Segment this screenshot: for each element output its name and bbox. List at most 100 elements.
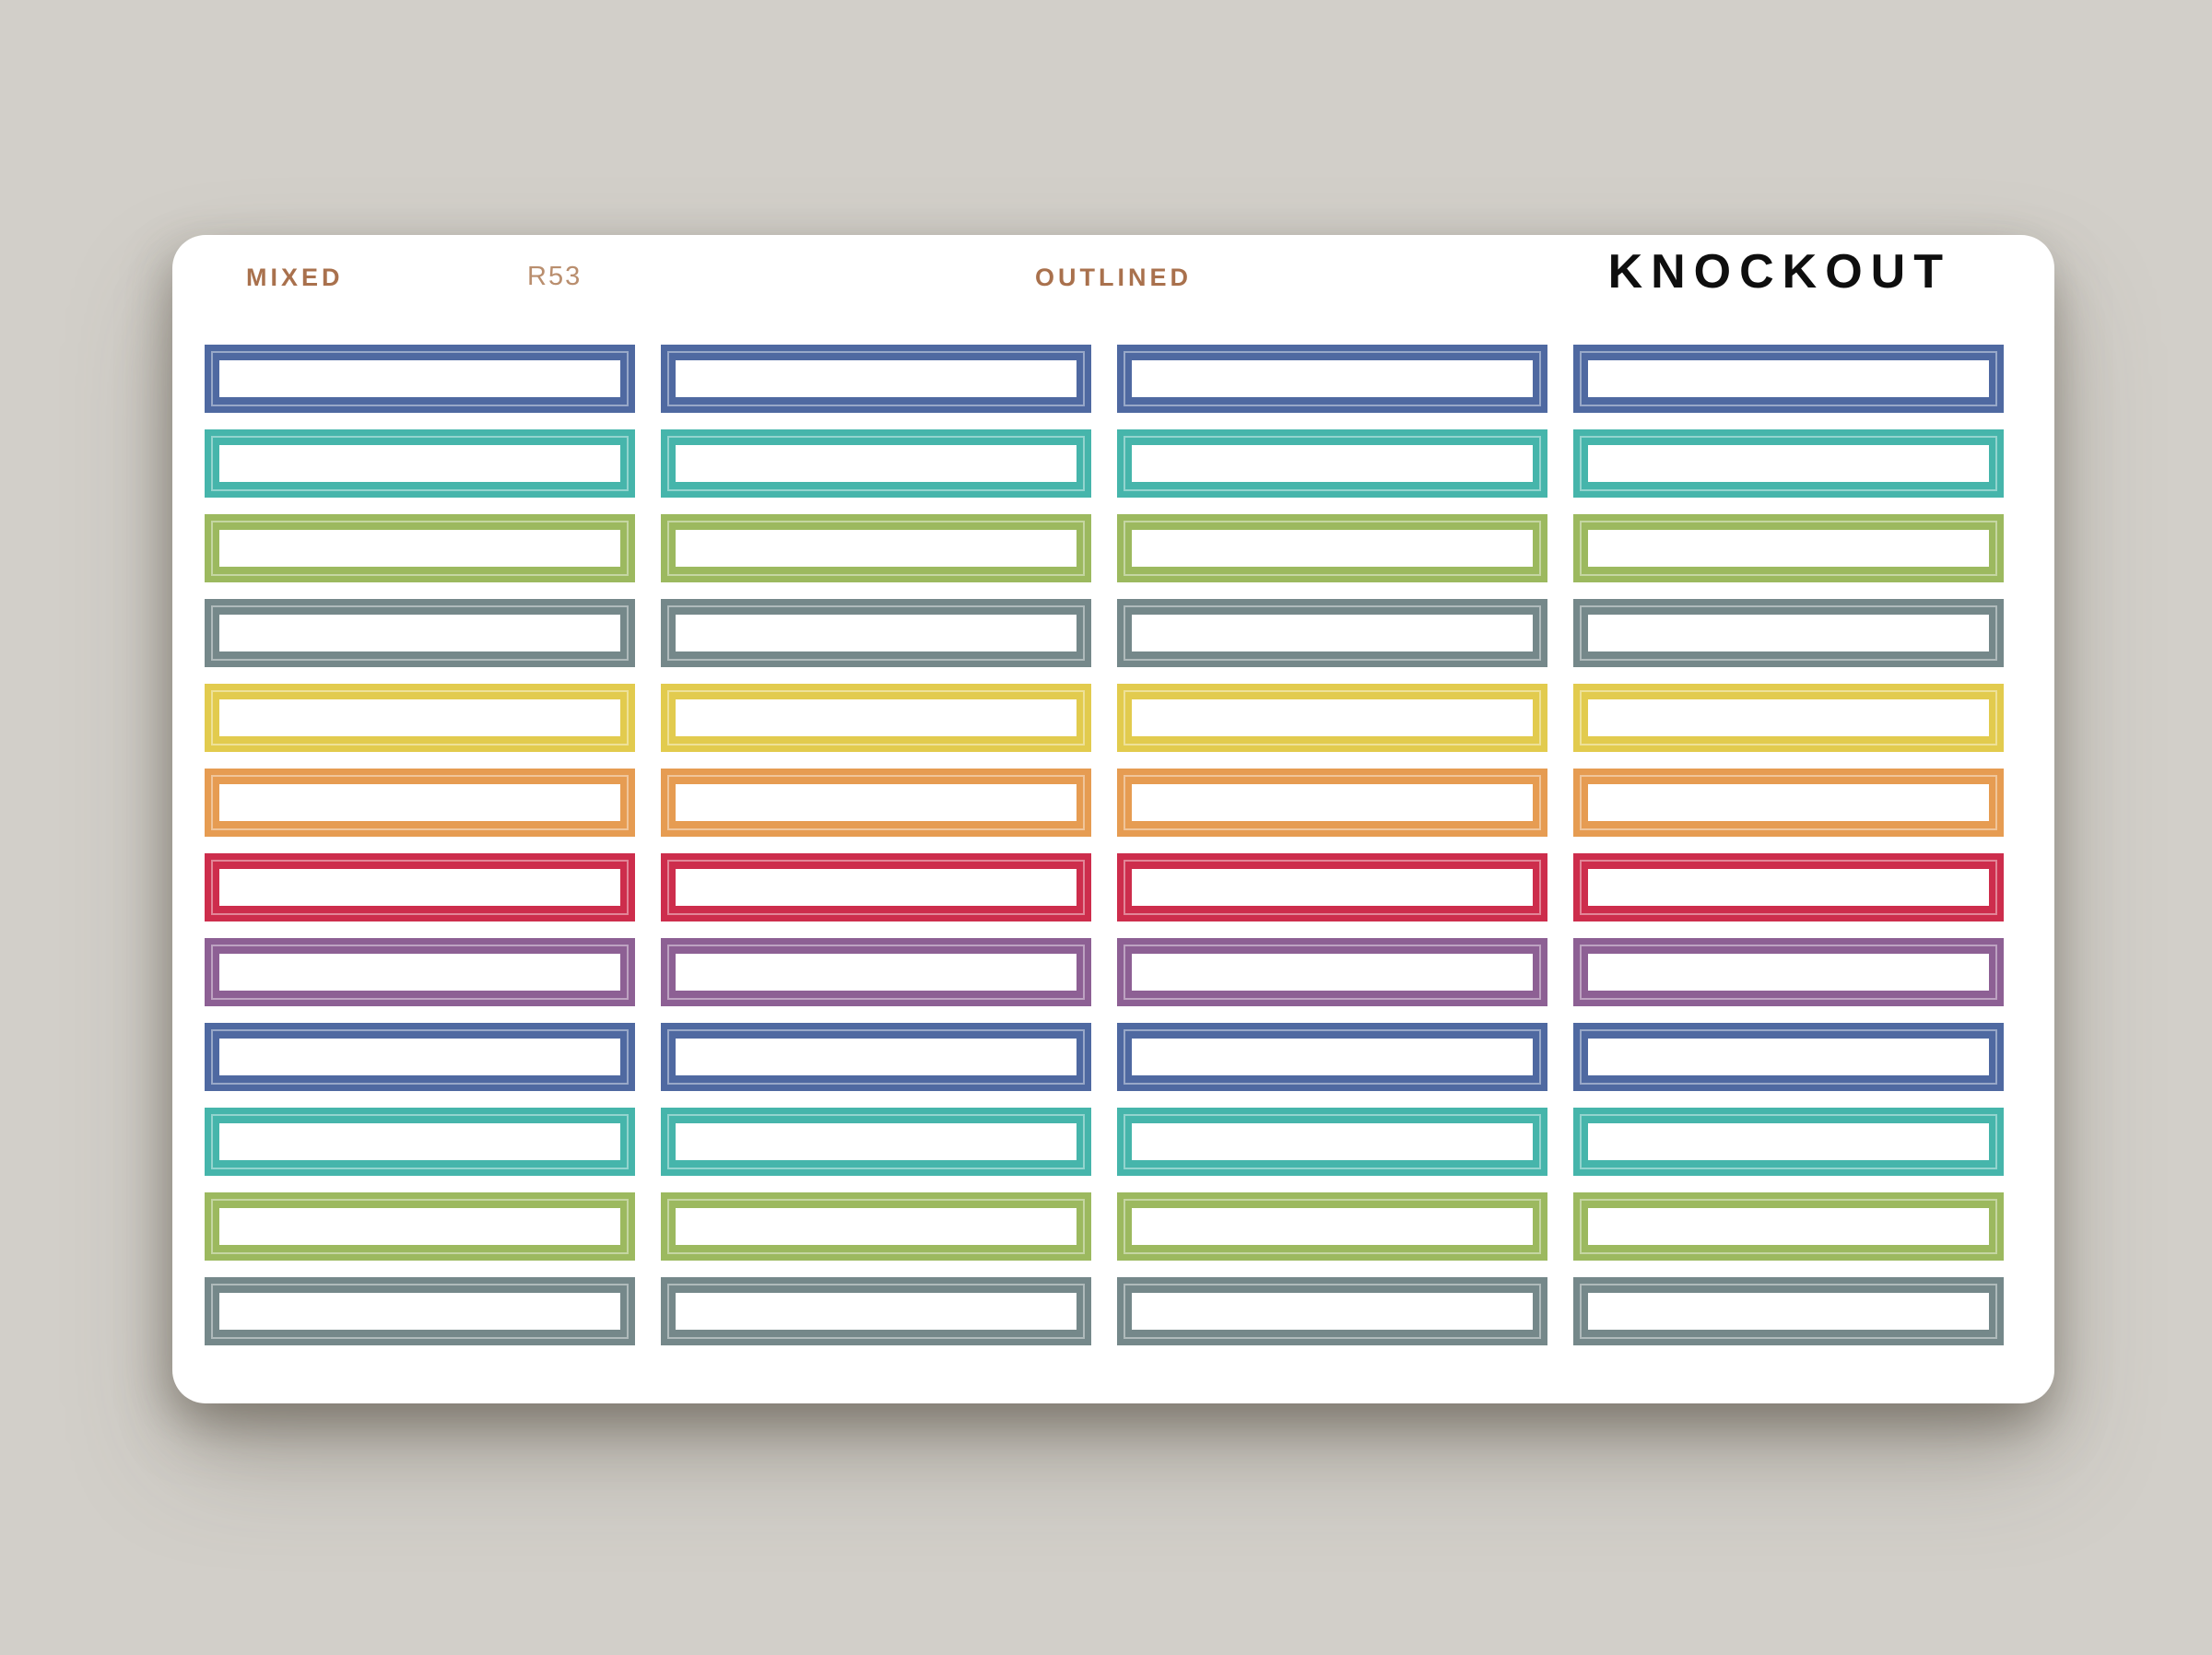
sticker-writing-area <box>1588 445 1989 482</box>
sticker-writing-area <box>1132 445 1533 482</box>
sticker-slate-r4-c2 <box>661 599 1091 667</box>
sticker-grid <box>205 345 2004 1345</box>
sku-label: R53 <box>527 262 582 291</box>
sticker-writing-area <box>1132 699 1533 736</box>
sticker-purple-r8-c3 <box>1117 938 1547 1006</box>
sticker-red-r7-c3 <box>1117 853 1547 921</box>
sticker-purple-r8-c2 <box>661 938 1091 1006</box>
sticker-writing-area <box>219 1039 620 1075</box>
sticker-writing-area <box>1132 530 1533 567</box>
sticker-green-r11-c1 <box>205 1192 635 1261</box>
sticker-teal-r2-c1 <box>205 429 635 498</box>
sticker-writing-area <box>676 360 1077 397</box>
sticker-slate-r12-c2 <box>661 1277 1091 1345</box>
sticker-green-r11-c4 <box>1573 1192 2004 1261</box>
sticker-writing-area <box>1588 1123 1989 1160</box>
sticker-writing-area <box>676 1123 1077 1160</box>
sticker-orange-r6-c3 <box>1117 769 1547 837</box>
sticker-orange-r6-c1 <box>205 769 635 837</box>
sticker-teal-r10-c4 <box>1573 1108 2004 1176</box>
sticker-writing-area <box>1588 869 1989 906</box>
sticker-blue-r1-c4 <box>1573 345 2004 413</box>
sticker-slate-r12-c4 <box>1573 1277 2004 1345</box>
sticker-writing-area <box>219 784 620 821</box>
sticker-writing-area <box>1132 784 1533 821</box>
sticker-writing-area <box>1132 615 1533 651</box>
sticker-writing-area <box>219 530 620 567</box>
sticker-writing-area <box>676 615 1077 651</box>
sticker-writing-area <box>676 954 1077 991</box>
sticker-purple-r8-c1 <box>205 938 635 1006</box>
sticker-teal-r2-c3 <box>1117 429 1547 498</box>
sticker-writing-area <box>676 784 1077 821</box>
sticker-writing-area <box>219 954 620 991</box>
sticker-writing-area <box>219 1123 620 1160</box>
sticker-writing-area <box>676 869 1077 906</box>
sticker-blue-r9-c2 <box>661 1023 1091 1091</box>
sticker-writing-area <box>219 1208 620 1245</box>
sticker-slate-r4-c4 <box>1573 599 2004 667</box>
sticker-writing-area <box>1588 360 1989 397</box>
sticker-writing-area <box>1132 1039 1533 1075</box>
sticker-writing-area <box>1132 360 1533 397</box>
sticker-blue-r1-c1 <box>205 345 635 413</box>
sticker-teal-r10-c2 <box>661 1108 1091 1176</box>
sticker-writing-area <box>1588 784 1989 821</box>
brand-logo: KNOCKOUT <box>1607 245 1951 299</box>
sticker-yellow-r5-c1 <box>205 684 635 752</box>
style-label: OUTLINED <box>1035 264 1192 291</box>
sticker-writing-area <box>676 530 1077 567</box>
sticker-blue-r9-c1 <box>205 1023 635 1091</box>
sticker-writing-area <box>1132 1208 1533 1245</box>
sticker-writing-area <box>219 869 620 906</box>
sticker-writing-area <box>676 1039 1077 1075</box>
sticker-orange-r6-c2 <box>661 769 1091 837</box>
sticker-slate-r4-c3 <box>1117 599 1547 667</box>
sticker-green-r11-c3 <box>1117 1192 1547 1261</box>
sticker-writing-area <box>1588 1293 1989 1330</box>
sticker-writing-area <box>1588 1039 1989 1075</box>
sticker-writing-area <box>1588 699 1989 736</box>
sticker-slate-r4-c1 <box>205 599 635 667</box>
sticker-blue-r9-c3 <box>1117 1023 1547 1091</box>
sticker-red-r7-c1 <box>205 853 635 921</box>
sticker-writing-area <box>219 360 620 397</box>
sheet-header: MIXED R53 OUTLINED KNOCKOUT <box>172 235 2054 345</box>
sticker-writing-area <box>1132 954 1533 991</box>
sticker-writing-area <box>1588 1208 1989 1245</box>
sticker-writing-area <box>676 699 1077 736</box>
sticker-sheet: MIXED R53 OUTLINED KNOCKOUT <box>172 235 2054 1403</box>
sticker-writing-area <box>1132 1123 1533 1160</box>
sticker-writing-area <box>1588 530 1989 567</box>
sticker-writing-area <box>676 1293 1077 1330</box>
sticker-red-r7-c4 <box>1573 853 2004 921</box>
sticker-green-r11-c2 <box>661 1192 1091 1261</box>
sticker-blue-r1-c3 <box>1117 345 1547 413</box>
sticker-teal-r10-c1 <box>205 1108 635 1176</box>
sticker-yellow-r5-c4 <box>1573 684 2004 752</box>
sticker-green-r3-c1 <box>205 514 635 582</box>
sticker-writing-area <box>1588 615 1989 651</box>
sticker-writing-area <box>1588 954 1989 991</box>
sticker-blue-r1-c2 <box>661 345 1091 413</box>
collection-label: MIXED <box>246 264 344 291</box>
sticker-writing-area <box>219 699 620 736</box>
sticker-green-r3-c4 <box>1573 514 2004 582</box>
sticker-red-r7-c2 <box>661 853 1091 921</box>
sticker-yellow-r5-c3 <box>1117 684 1547 752</box>
sticker-yellow-r5-c2 <box>661 684 1091 752</box>
sticker-purple-r8-c4 <box>1573 938 2004 1006</box>
sticker-writing-area <box>1132 1293 1533 1330</box>
sticker-slate-r12-c1 <box>205 1277 635 1345</box>
sticker-writing-area <box>219 445 620 482</box>
sticker-green-r3-c2 <box>661 514 1091 582</box>
sticker-writing-area <box>219 1293 620 1330</box>
sticker-writing-area <box>219 615 620 651</box>
sticker-slate-r12-c3 <box>1117 1277 1547 1345</box>
sticker-teal-r10-c3 <box>1117 1108 1547 1176</box>
sticker-teal-r2-c4 <box>1573 429 2004 498</box>
sticker-writing-area <box>676 445 1077 482</box>
sticker-blue-r9-c4 <box>1573 1023 2004 1091</box>
sticker-teal-r2-c2 <box>661 429 1091 498</box>
